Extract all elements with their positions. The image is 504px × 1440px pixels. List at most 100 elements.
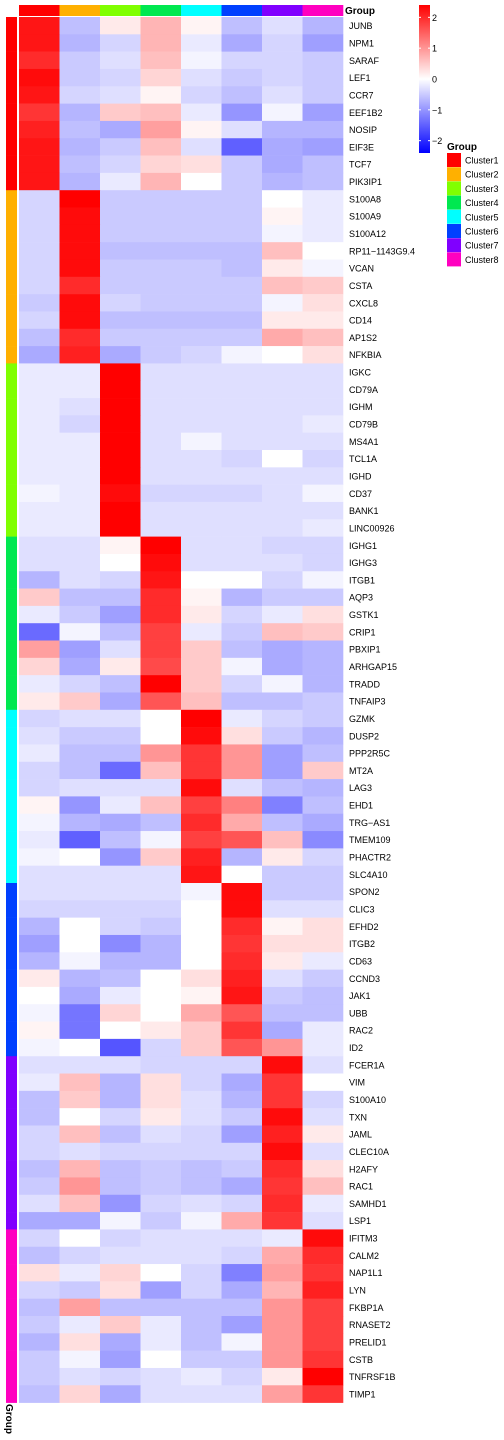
heatmap-cell [221, 744, 263, 763]
heatmap-cell [140, 501, 182, 520]
heatmap-cell [262, 276, 303, 295]
heatmap-cell [181, 1108, 222, 1126]
heatmap-cell [59, 761, 101, 780]
row-annotation-cell [6, 190, 17, 208]
heatmap-cell [302, 709, 344, 728]
heatmap-cell [302, 865, 344, 884]
heatmap-cell [181, 34, 222, 52]
heatmap-cell [181, 605, 222, 624]
heatmap-cell [262, 657, 303, 676]
heatmap-cell [221, 155, 263, 174]
heatmap-cell [302, 675, 344, 693]
heatmap-cell [19, 1038, 60, 1057]
heatmap-cell [19, 571, 60, 589]
heatmap-cell [100, 1229, 141, 1248]
heatmap-cell [19, 969, 60, 988]
heatmap-cell [262, 1212, 303, 1230]
heatmap-cell [262, 831, 303, 849]
heatmap-cell [262, 155, 303, 174]
heatmap-cell [19, 588, 60, 607]
heatmap-cell [19, 450, 60, 468]
heatmap-cell [181, 224, 222, 243]
heatmap-cell [221, 190, 263, 208]
heatmap-cell [221, 380, 263, 399]
heatmap-cell [302, 1298, 344, 1317]
heatmap-cell [302, 328, 344, 347]
gene-label: CD14 [349, 316, 372, 326]
row-annotation-cell [6, 103, 17, 122]
heatmap-cell [262, 1281, 303, 1299]
heatmap-cell [140, 311, 182, 330]
column-annotation-cell-cluster1 [19, 5, 60, 16]
heatmap-cell [19, 467, 60, 485]
gene-label: ARHGAP15 [349, 662, 397, 672]
heatmap-cell [221, 605, 263, 624]
row-annotation-cell [6, 328, 17, 347]
gene-label: NFKBIA [349, 350, 382, 360]
gene-label: TCL1A [349, 454, 377, 464]
gene-label: NAP1L1 [349, 1268, 383, 1278]
heatmap-cell [140, 571, 182, 589]
heatmap-cell [302, 1264, 344, 1282]
row-annotation-cell [6, 1212, 17, 1230]
heatmap-cell [302, 831, 344, 849]
heatmap-cell [221, 1073, 263, 1092]
heatmap-cell [302, 796, 344, 815]
heatmap-cell [100, 883, 141, 901]
heatmap-cell [221, 900, 263, 918]
heatmap-cell [140, 138, 182, 156]
row-annotation-cell [6, 1004, 17, 1022]
heatmap-cell [262, 1125, 303, 1144]
gene-label: TNFRSF1B [349, 1372, 396, 1382]
heatmap-cell [140, 34, 182, 52]
heatmap-cell [302, 467, 344, 485]
heatmap-cell [59, 68, 101, 87]
heatmap-cell [140, 103, 182, 122]
heatmap-cell [19, 363, 60, 382]
heatmap-cell [100, 1333, 141, 1351]
heatmap-cell [100, 68, 141, 87]
heatmap-cell [59, 120, 101, 139]
heatmap-cell [140, 1350, 182, 1369]
heatmap-cell [19, 1090, 60, 1109]
heatmap-cell [221, 640, 263, 659]
gene-label: IGHM [349, 402, 373, 412]
gene-label: LINC00926 [349, 523, 395, 533]
heatmap-cell [19, 51, 60, 70]
heatmap-cell [59, 311, 101, 330]
heatmap-cell [59, 709, 101, 728]
row-annotation-cell [6, 1177, 17, 1196]
heatmap-cell [302, 155, 344, 174]
heatmap-cell [221, 1177, 263, 1196]
gene-label: IGHD [349, 471, 372, 481]
heatmap-cell [221, 259, 263, 278]
heatmap-cell [140, 1246, 182, 1265]
row-annotation-cell [6, 155, 17, 174]
row-annotation-cell [6, 415, 17, 433]
heatmap-cell [181, 779, 222, 797]
heatmap-cell [19, 831, 60, 849]
heatmap-cell [181, 571, 222, 589]
gene-label: IGHG1 [349, 541, 377, 551]
heatmap-cell [302, 1125, 344, 1144]
heatmap-cell [181, 346, 222, 364]
heatmap-cell [262, 1108, 303, 1126]
heatmap-cell [221, 883, 263, 901]
heatmap-cell [19, 259, 60, 278]
heatmap-cell [262, 727, 303, 745]
heatmap-cell [262, 640, 303, 659]
gene-label: AP1S2 [349, 333, 377, 343]
heatmap-cell [181, 1212, 222, 1230]
legend-swatch-cluster1 [447, 153, 461, 167]
heatmap-cell [181, 657, 222, 676]
heatmap-cell [140, 675, 182, 693]
heatmap-cell [181, 640, 222, 659]
heatmap-cell [262, 848, 303, 866]
heatmap-cell [59, 796, 101, 815]
heatmap-cell [19, 709, 60, 728]
heatmap-cell [262, 623, 303, 641]
heatmap-cell [19, 692, 60, 711]
heatmap-cell [140, 553, 182, 572]
heatmap-cell [100, 398, 141, 416]
row-annotation-cell [6, 1298, 17, 1317]
